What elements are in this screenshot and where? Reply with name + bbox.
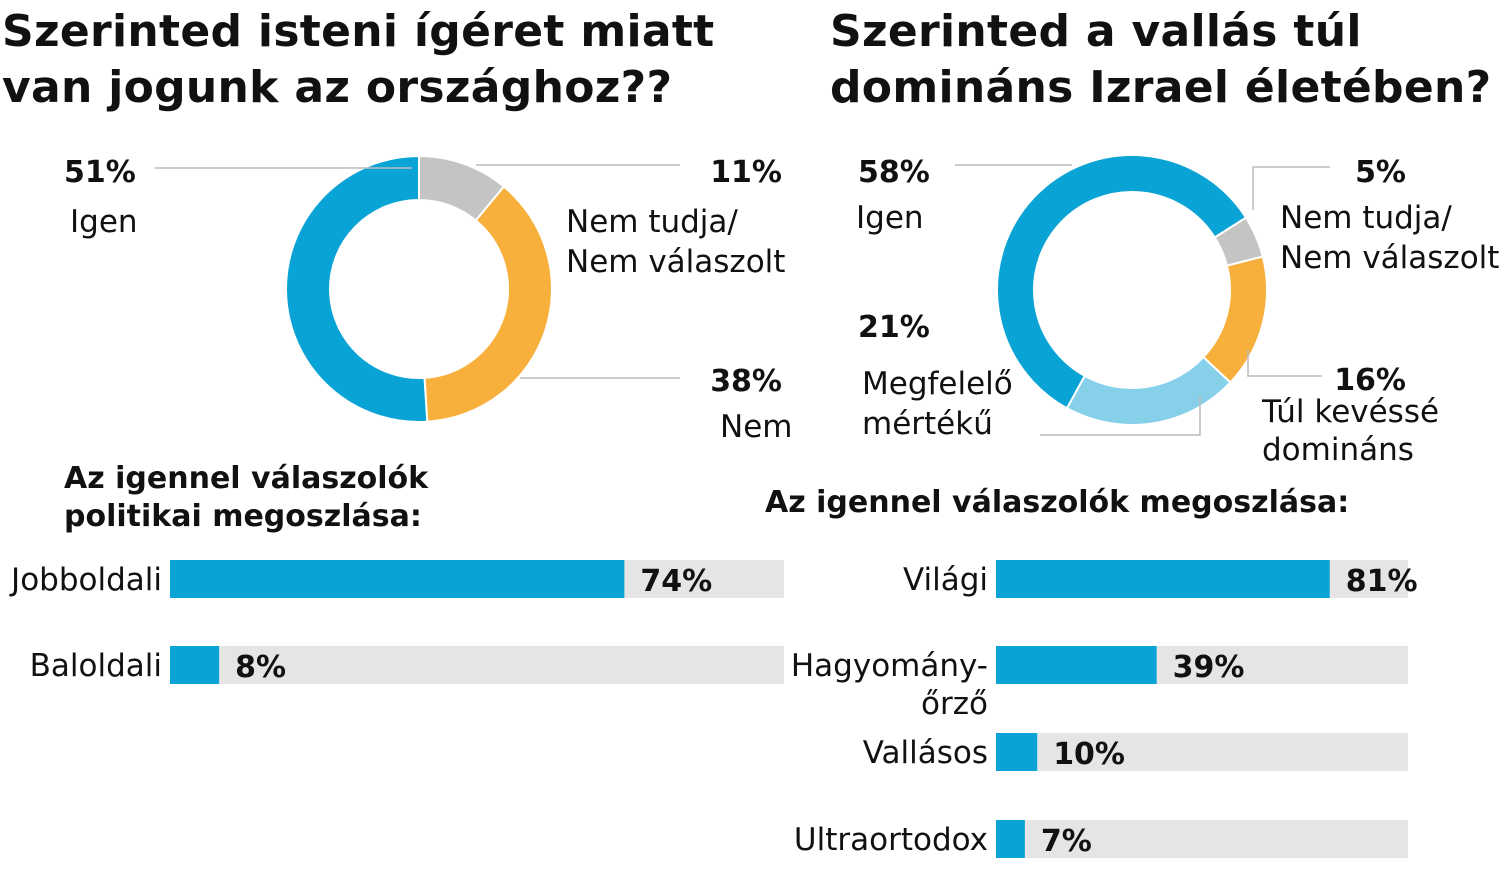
bars-right-bar-2 bbox=[996, 733, 1038, 771]
donut-right-slice-0 bbox=[995, 154, 1248, 410]
bars-right-value-label-1: 39% bbox=[1173, 650, 1245, 685]
bars-right-value-label-3: 7% bbox=[1041, 824, 1092, 859]
donut-right-slice-2 bbox=[1202, 255, 1268, 384]
bars-left-category-label-0: Jobboldali bbox=[9, 562, 162, 598]
donut-right-value-label-2: 16% bbox=[1334, 363, 1406, 398]
donut-right-leader-megfelelo bbox=[1040, 395, 1201, 436]
donut-left-value-label-2: 11% bbox=[710, 155, 782, 190]
donut-left-slice-0 bbox=[285, 154, 429, 423]
donut-right-value-label-3: 5% bbox=[1355, 155, 1406, 190]
bars-left-value-label-0: 74% bbox=[640, 564, 712, 599]
donut-left-slice-2 bbox=[418, 154, 506, 222]
donut-right-slice-1 bbox=[1065, 355, 1232, 426]
bars-right-bar-0 bbox=[996, 560, 1330, 598]
donut-right-leader-nemtudja bbox=[1252, 166, 1330, 210]
bars-right-value-label-2: 10% bbox=[1053, 737, 1125, 772]
bars-right-category-label-1: Hagyomány-őrző bbox=[791, 648, 988, 722]
bars-left-bar-0 bbox=[170, 560, 625, 598]
donut-right-slice-3 bbox=[1213, 216, 1264, 267]
bars-left-track-1 bbox=[170, 646, 784, 684]
bars-right-category-label-0: Világi bbox=[903, 562, 988, 598]
donut-right-label-0: Igen bbox=[856, 200, 924, 236]
chart-title-right: Szerinted a vallás túl domináns Izrael é… bbox=[830, 6, 1492, 113]
donut-left-value-label-1: 38% bbox=[710, 364, 782, 399]
donut-right-value-label-0: 58% bbox=[858, 155, 930, 190]
donut-right-label-1: Megfelelő mértékű bbox=[862, 366, 1013, 442]
donut-right-label-2: Túl kevéssé domináns bbox=[1261, 394, 1439, 468]
donut-right-leader-tul bbox=[1247, 350, 1322, 377]
donut-right-label-3: Nem tudja/Nem válaszolt bbox=[1280, 200, 1499, 276]
bars-left-bar-1 bbox=[170, 646, 220, 684]
bars-right-category-label-3: Ultraortodox bbox=[794, 822, 988, 858]
bars-right-bar-1 bbox=[996, 646, 1157, 684]
bars-right-track-2 bbox=[996, 733, 1408, 771]
bars-left-value-label-1: 8% bbox=[235, 650, 286, 685]
chart-title-left: Szerinted isteni ígéret miatt van jogunk… bbox=[2, 6, 715, 113]
bars-right-track-3 bbox=[996, 820, 1408, 858]
donut-right-value-label-1: 21% bbox=[858, 310, 930, 345]
bars-right-bar-3 bbox=[996, 820, 1025, 858]
donut-left-slice-1 bbox=[423, 185, 553, 423]
bar-subtitle-right: Az igennel válaszolók megoszlása: bbox=[765, 485, 1350, 520]
donut-left-value-label-0: 51% bbox=[64, 155, 136, 190]
bars-right-value-label-0: 81% bbox=[1346, 564, 1418, 599]
bars-right-category-label-2: Vallásos bbox=[863, 735, 988, 771]
donut-left-label-0: Igen bbox=[70, 204, 138, 240]
donut-left-label-2: Nem tudja/Nem válaszolt bbox=[566, 204, 785, 280]
donut-left-label-1: Nem bbox=[720, 409, 792, 445]
bar-subtitle-left: Az igennel válaszolók politikai megoszlá… bbox=[64, 461, 429, 534]
bars-left-category-label-1: Baloldali bbox=[30, 648, 162, 684]
